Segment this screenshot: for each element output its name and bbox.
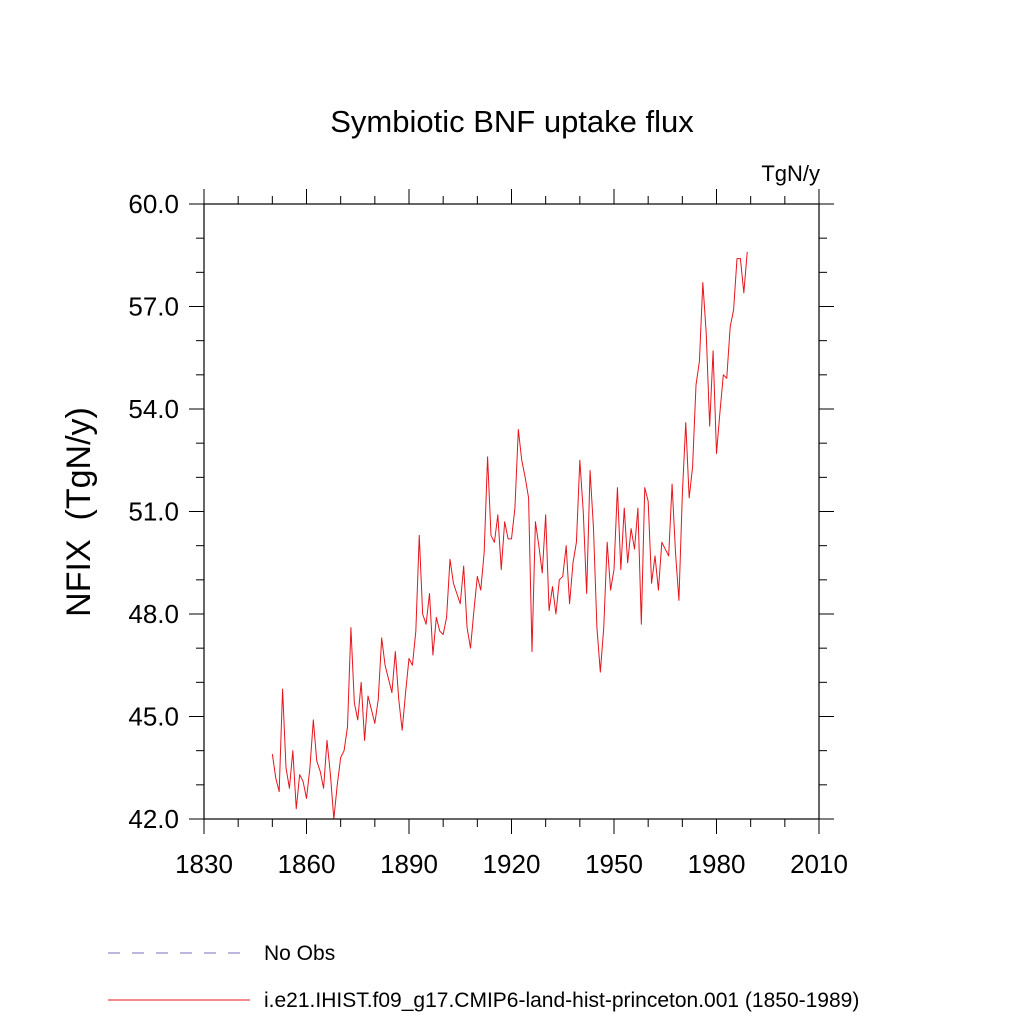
y-tick-label: 60.0 [128,189,179,219]
axis-ticks [189,189,834,834]
x-tick-label: 2010 [790,849,848,879]
series-line [271,251,748,820]
y-tick-label: 54.0 [128,394,179,424]
x-tick-label: 1980 [688,849,746,879]
chart-title: Symbiotic BNF uptake flux [330,104,694,139]
x-tick-label: 1950 [585,849,643,879]
legend: No Obs i.e21.IHIST.f09_g17.CMIP6-land-hi… [108,942,859,1012]
legend-label-no-obs: No Obs [264,942,335,965]
legend-label-model: i.e21.IHIST.f09_g17.CMIP6-land-hist-prin… [264,989,859,1012]
y-tick-label: 57.0 [128,292,179,322]
y-axis-label: NFIX (TgN/y) [60,407,98,617]
x-tick-label: 1890 [380,849,438,879]
tick-labels: 1830 1860 1890 1920 1950 1980 2010 42.0 45.0 48.0… [128,189,848,879]
x-tick-label: 1860 [278,849,336,879]
plot-frame [203,203,820,820]
y-tick-label: 45.0 [128,702,179,732]
y-tick-label: 51.0 [128,497,179,527]
x-tick-label: 1830 [175,849,233,879]
x-tick-label: 1920 [483,849,541,879]
series-layer [271,251,748,820]
y-tick-label: 48.0 [128,599,179,629]
units-label: TgN/y [761,161,820,186]
y-tick-label: 42.0 [128,804,179,834]
